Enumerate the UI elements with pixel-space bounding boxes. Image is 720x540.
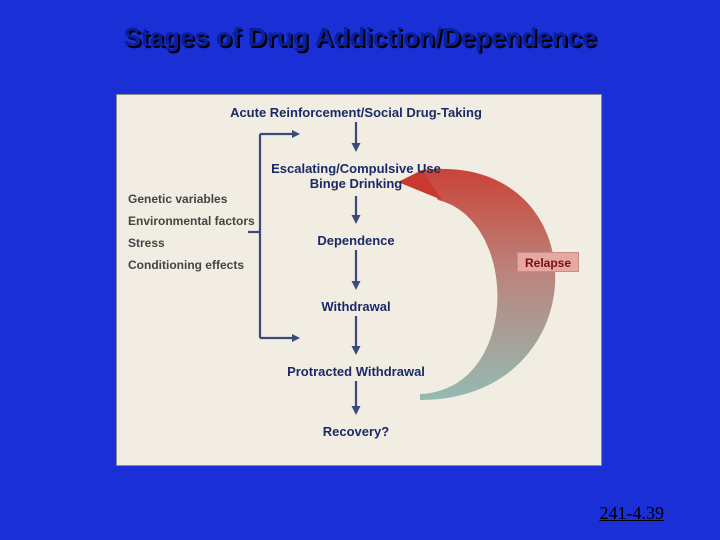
slide-number-text: 241-4.39 bbox=[600, 503, 665, 523]
slide-number: 241-4.39 bbox=[600, 503, 665, 524]
stage-withdrawal: Withdrawal bbox=[176, 300, 536, 315]
stage-escalating: Escalating/Compulsive UseBinge Drinking bbox=[176, 162, 536, 192]
factor-0: Genetic variables bbox=[128, 192, 227, 206]
stage-recovery: Recovery? bbox=[176, 425, 536, 440]
stage-dependence: Dependence bbox=[176, 234, 536, 249]
stage-protracted: Protracted Withdrawal bbox=[176, 365, 536, 380]
factor-1: Environmental factors bbox=[128, 214, 255, 228]
factor-2: Stress bbox=[128, 236, 165, 250]
factor-3: Conditioning effects bbox=[128, 258, 244, 272]
relapse-label-text: Relapse bbox=[525, 256, 571, 270]
stage-acute: Acute Reinforcement/Social Drug-Taking bbox=[176, 106, 536, 121]
relapse-label: Relapse bbox=[517, 252, 579, 272]
diagram-svg bbox=[0, 0, 720, 540]
slide: Stages of Drug Addiction/Dependence Acut… bbox=[0, 0, 720, 540]
